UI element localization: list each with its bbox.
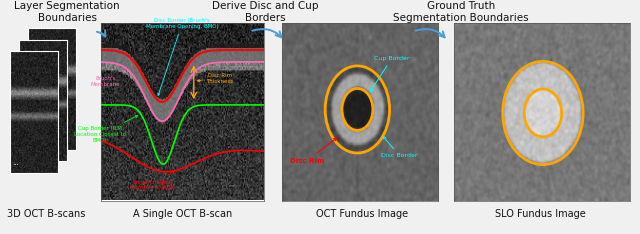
Text: Cup Border (ILM
Location Closest to
BMO): Cup Border (ILM Location Closest to BMO) (74, 115, 138, 143)
Text: A Single OCT B-scan: A Single OCT B-scan (132, 209, 232, 219)
Text: Disc Border (Bruch's
Membrane Opening, BMO): Disc Border (Bruch's Membrane Opening, B… (146, 18, 218, 95)
Text: Disc Border: Disc Border (381, 136, 418, 158)
Text: Inner Limiting
Membrane (ILM): Inner Limiting Membrane (ILM) (130, 171, 175, 190)
Text: Bruch's
Membrane: Bruch's Membrane (90, 71, 125, 87)
Text: SLO Fundus Image: SLO Fundus Image (495, 209, 586, 219)
Text: Cup Border: Cup Border (371, 56, 410, 91)
Text: Disc Rim
Thickness: Disc Rim Thickness (198, 73, 234, 84)
Text: Derive Disc and Cup
Borders: Derive Disc and Cup Borders (212, 1, 319, 23)
Text: Layer Segmentation
Boundaries: Layer Segmentation Boundaries (14, 1, 120, 23)
Text: ...: ... (12, 160, 19, 166)
Text: Disc Rim: Disc Rim (290, 138, 337, 164)
Text: 3D OCT B-scans: 3D OCT B-scans (7, 209, 85, 219)
Text: OCT Fundus Image: OCT Fundus Image (316, 209, 408, 219)
Text: Ground Truth
Segmentation Boundaries: Ground Truth Segmentation Boundaries (393, 1, 529, 23)
